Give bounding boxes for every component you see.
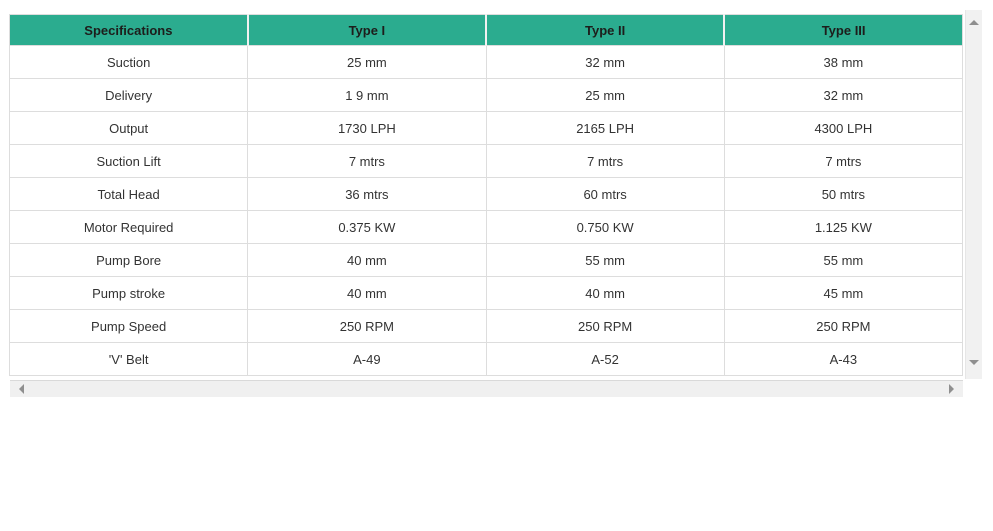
spec-value-cell: 32 mm	[723, 78, 964, 112]
table-row-pump-speed: Pump Speed 250 RPM 250 RPM 250 RPM	[8, 309, 964, 343]
column-header-type-1: Type I	[246, 14, 486, 46]
spec-value-cell: 40 mm	[247, 243, 487, 277]
spec-value-cell: 36 mtrs	[247, 177, 487, 211]
specifications-table-container: Specifications Type I Type II Type III S…	[8, 14, 964, 376]
spec-value-cell: A-49	[247, 342, 487, 376]
header-row: Specifications Type I Type II Type III	[9, 14, 963, 46]
spec-value-cell: 250 RPM	[247, 309, 487, 343]
spec-value-cell: 0.750 KW	[485, 210, 725, 244]
column-header-type-2: Type II	[484, 14, 725, 46]
spec-value-cell: 1.125 KW	[723, 210, 964, 244]
spec-label-cell: Pump Speed	[8, 309, 249, 343]
table-row-delivery: Delivery 1 9 mm 25 mm 32 mm	[8, 78, 964, 112]
column-header-type-3: Type III	[723, 14, 963, 46]
table-row-suction-lift: Suction Lift 7 mtrs 7 mtrs 7 mtrs	[8, 144, 964, 178]
spec-value-cell: 4300 LPH	[723, 111, 964, 145]
table-row-output: Output 1730 LPH 2165 LPH 4300 LPH	[8, 111, 964, 145]
spec-value-cell: 55 mm	[723, 243, 964, 277]
spec-label-cell: Motor Required	[8, 210, 249, 244]
spec-value-cell: 40 mm	[485, 276, 725, 310]
spec-value-cell: 1 9 mm	[247, 78, 487, 112]
spec-value-cell: 25 mm	[247, 45, 487, 79]
spec-label-cell: Delivery	[8, 78, 249, 112]
table-row-total-head: Total Head 36 mtrs 60 mtrs 50 mtrs	[8, 177, 964, 211]
scroll-right-button[interactable]	[943, 381, 960, 397]
scroll-down-button[interactable]	[966, 354, 982, 371]
spec-value-cell: 25 mm	[485, 78, 725, 112]
spec-label-cell: Suction	[8, 45, 249, 79]
spec-value-cell: 38 mm	[723, 45, 964, 79]
spec-value-cell: 60 mtrs	[485, 177, 725, 211]
spec-value-cell: 50 mtrs	[723, 177, 964, 211]
spec-value-cell: 7 mtrs	[247, 144, 487, 178]
scroll-right-icon	[949, 384, 954, 394]
spec-value-cell: 2165 LPH	[485, 111, 725, 145]
spec-value-cell: A-52	[485, 342, 725, 376]
spec-value-cell: 55 mm	[485, 243, 725, 277]
spec-value-cell: 250 RPM	[723, 309, 964, 343]
scroll-left-button[interactable]	[13, 381, 30, 397]
spec-value-cell: 1730 LPH	[247, 111, 487, 145]
scroll-left-icon	[19, 384, 24, 394]
spec-label-cell: Suction Lift	[8, 144, 249, 178]
spec-label-cell: Pump stroke	[8, 276, 249, 310]
table-row-pump-bore: Pump Bore 40 mm 55 mm 55 mm	[8, 243, 964, 277]
spec-value-cell: 7 mtrs	[485, 144, 725, 178]
column-header-specifications: Specifications	[9, 14, 248, 46]
spec-label-cell: Output	[8, 111, 249, 145]
spec-value-cell: 32 mm	[485, 45, 725, 79]
spec-value-cell: 250 RPM	[485, 309, 725, 343]
horizontal-scrollbar[interactable]	[10, 380, 963, 397]
scroll-down-icon	[969, 360, 979, 365]
spec-value-cell: 45 mm	[723, 276, 964, 310]
table-row-suction: Suction 25 mm 32 mm 38 mm	[8, 45, 964, 79]
table-row-v-belt: 'V' Belt A-49 A-52 A-43	[8, 342, 964, 376]
spec-value-cell: A-43	[723, 342, 964, 376]
table-row-pump-stroke: Pump stroke 40 mm 40 mm 45 mm	[8, 276, 964, 310]
scroll-up-button[interactable]	[966, 14, 982, 31]
scroll-up-icon	[969, 20, 979, 25]
specifications-table: Specifications Type I Type II Type III S…	[8, 14, 964, 376]
spec-label-cell: Total Head	[8, 177, 249, 211]
table-row-motor-required: Motor Required 0.375 KW 0.750 KW 1.125 K…	[8, 210, 964, 244]
spec-label-cell: Pump Bore	[8, 243, 249, 277]
spec-value-cell: 40 mm	[247, 276, 487, 310]
vertical-scrollbar[interactable]	[965, 10, 982, 379]
spec-value-cell: 7 mtrs	[723, 144, 964, 178]
spec-label-cell: 'V' Belt	[8, 342, 249, 376]
spec-value-cell: 0.375 KW	[247, 210, 487, 244]
